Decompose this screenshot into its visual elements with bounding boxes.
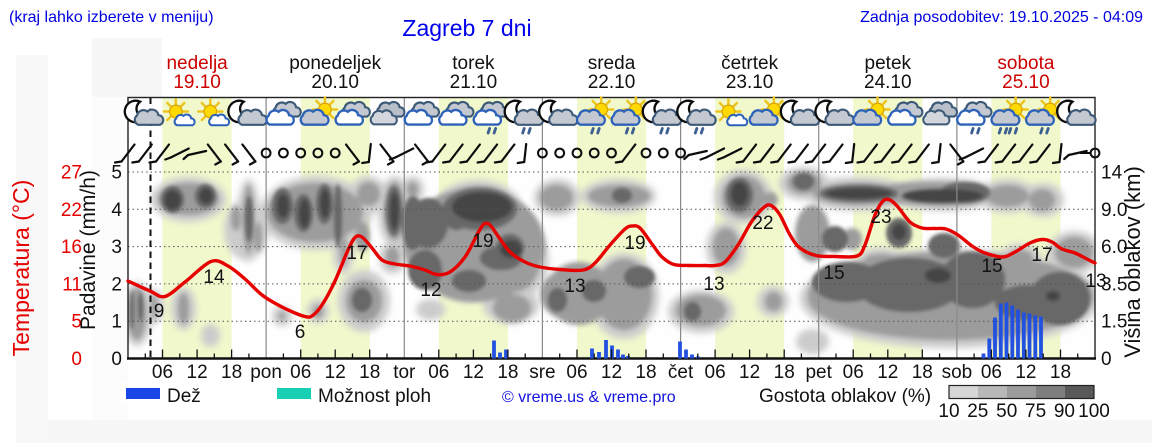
svg-text:1: 1 xyxy=(111,312,122,333)
svg-text:06: 06 xyxy=(152,362,173,383)
svg-text:nedelja: nedelja xyxy=(166,53,228,74)
svg-text:0: 0 xyxy=(1101,349,1112,370)
svg-text:0: 0 xyxy=(71,349,82,370)
svg-text:12: 12 xyxy=(877,362,898,383)
svg-text:21.10: 21.10 xyxy=(450,72,498,93)
svg-text:20.10: 20.10 xyxy=(311,72,359,93)
svg-text:06: 06 xyxy=(705,362,726,383)
svg-text:6.0: 6.0 xyxy=(1101,237,1127,258)
svg-text:13: 13 xyxy=(703,274,724,295)
svg-text:18: 18 xyxy=(497,362,518,383)
svg-text:75: 75 xyxy=(1025,401,1046,422)
svg-text:5: 5 xyxy=(71,312,82,333)
svg-text:(kraj lahko izberete v meniju): (kraj lahko izberete v meniju) xyxy=(9,9,214,26)
svg-text:12: 12 xyxy=(739,362,760,383)
svg-text:06: 06 xyxy=(428,362,449,383)
svg-text:tor: tor xyxy=(393,362,416,383)
svg-text:9.0: 9.0 xyxy=(1101,200,1127,221)
svg-text:12: 12 xyxy=(1015,362,1036,383)
svg-text:12: 12 xyxy=(463,362,484,383)
svg-text:22.10: 22.10 xyxy=(588,72,636,93)
svg-text:13: 13 xyxy=(564,276,585,297)
svg-text:Možnost ploh: Možnost ploh xyxy=(318,386,431,407)
svg-text:23: 23 xyxy=(870,207,891,228)
svg-text:2: 2 xyxy=(111,274,122,295)
svg-text:25.10: 25.10 xyxy=(1002,72,1050,93)
svg-text:Gostota oblakov (%): Gostota oblakov (%) xyxy=(759,386,931,407)
svg-text:čet: čet xyxy=(668,362,694,383)
svg-text:27: 27 xyxy=(61,163,82,184)
svg-text:22: 22 xyxy=(752,213,773,234)
svg-text:Padavine (mm/h): Padavine (mm/h) xyxy=(77,170,100,330)
svg-text:100: 100 xyxy=(1078,401,1110,422)
svg-text:17: 17 xyxy=(1031,245,1052,266)
svg-text:19: 19 xyxy=(624,233,645,254)
svg-text:sob: sob xyxy=(942,362,973,383)
svg-text:14: 14 xyxy=(1101,163,1123,184)
svg-text:19.10: 19.10 xyxy=(173,72,221,93)
svg-text:06: 06 xyxy=(843,362,864,383)
svg-text:12: 12 xyxy=(187,362,208,383)
svg-text:13: 13 xyxy=(1085,271,1106,292)
svg-text:ponedeljek: ponedeljek xyxy=(289,53,381,74)
svg-text:petek: petek xyxy=(865,53,912,74)
svg-text:18: 18 xyxy=(359,362,380,383)
svg-text:Višina oblakov (km): Višina oblakov (km) xyxy=(1120,166,1145,358)
svg-text:5: 5 xyxy=(111,163,122,184)
svg-text:23.10: 23.10 xyxy=(726,72,774,93)
svg-text:četrtek: četrtek xyxy=(721,53,779,74)
svg-text:06: 06 xyxy=(981,362,1002,383)
svg-text:Zagreb 7 dni: Zagreb 7 dni xyxy=(402,15,531,41)
svg-text:15: 15 xyxy=(823,263,844,284)
svg-text:17: 17 xyxy=(346,243,367,264)
svg-text:3: 3 xyxy=(111,237,122,258)
svg-text:torek: torek xyxy=(452,53,495,74)
svg-text:Temperatura (°C): Temperatura (°C) xyxy=(8,180,34,357)
svg-text:Zadnja posodobitev: 19.10.2025: Zadnja posodobitev: 19.10.2025 - 04:09 xyxy=(860,9,1143,26)
svg-text:50: 50 xyxy=(996,401,1017,422)
svg-text:1.5: 1.5 xyxy=(1101,312,1127,333)
svg-text:9: 9 xyxy=(154,301,165,322)
svg-text:12: 12 xyxy=(601,362,622,383)
svg-text:3.5: 3.5 xyxy=(1101,274,1127,295)
svg-text:4: 4 xyxy=(111,200,122,221)
svg-text:18: 18 xyxy=(774,362,795,383)
svg-text:sre: sre xyxy=(529,362,555,383)
svg-text:pet: pet xyxy=(805,362,832,383)
svg-text:6: 6 xyxy=(295,322,306,343)
svg-text:24.10: 24.10 xyxy=(864,72,912,93)
svg-text:16: 16 xyxy=(61,237,82,258)
svg-text:14: 14 xyxy=(203,267,225,288)
svg-text:22: 22 xyxy=(61,200,82,221)
svg-text:19: 19 xyxy=(472,231,493,252)
svg-text:18: 18 xyxy=(221,362,242,383)
svg-text:06: 06 xyxy=(566,362,587,383)
svg-text:18: 18 xyxy=(1050,362,1071,383)
svg-text:18: 18 xyxy=(912,362,933,383)
svg-text:90: 90 xyxy=(1054,401,1075,422)
svg-text:sobota: sobota xyxy=(997,53,1054,74)
svg-text:© vreme.us & vreme.pro: © vreme.us & vreme.pro xyxy=(502,389,676,406)
svg-text:25: 25 xyxy=(967,401,988,422)
svg-text:Dež: Dež xyxy=(167,386,201,407)
svg-text:12: 12 xyxy=(325,362,346,383)
svg-text:18: 18 xyxy=(635,362,656,383)
svg-text:06: 06 xyxy=(290,362,311,383)
svg-text:sreda: sreda xyxy=(588,53,636,74)
svg-text:pon: pon xyxy=(250,362,282,383)
svg-text:10: 10 xyxy=(938,401,959,422)
svg-text:15: 15 xyxy=(981,256,1002,277)
svg-text:0: 0 xyxy=(111,349,122,370)
svg-text:12: 12 xyxy=(420,280,441,301)
svg-text:11: 11 xyxy=(62,274,82,295)
